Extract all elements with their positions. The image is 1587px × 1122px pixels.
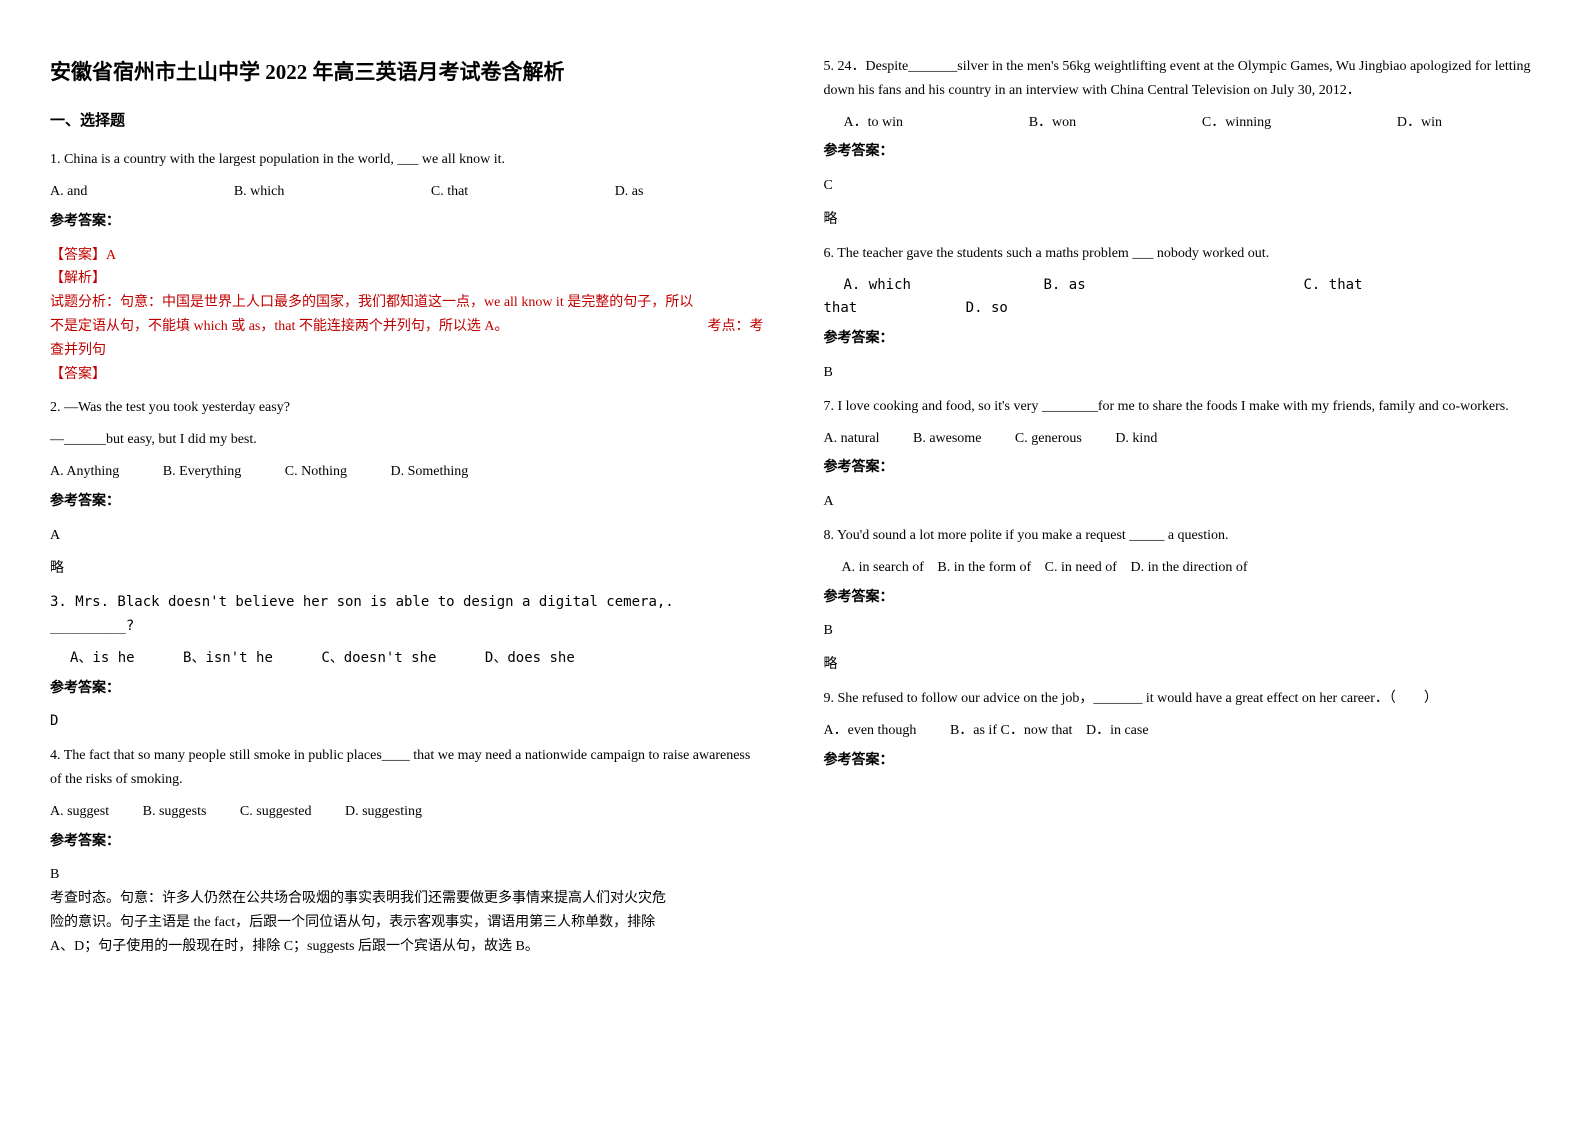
answer-label: 参考答案： [824,456,1543,480]
q8-opt-d: D. in the direction of [1130,556,1247,580]
q3-stem: 3. Mrs. Black doesn't believe her son is… [50,591,764,639]
question-7: 7. I love cooking and food, so it's very… [824,395,1543,514]
q3-opt-d: D、does she [485,650,575,666]
answer-label: 参考答案： [50,210,764,234]
q9-opt-c: C．now that [1001,719,1073,743]
q8-opt-b: B. in the form of [937,556,1031,580]
q1-exp-2a: 不是定语从句，不能填 which 或 as，that 不能连接两个并列句，所以选… [50,315,508,339]
q1-answer: 【答案】A [50,244,764,268]
q5-opt-a: A．to win [844,111,904,135]
q3-opt-c: C、doesn't she [321,650,436,666]
q1-stem: 1. China is a country with the largest p… [50,148,764,172]
q8-answer: B [824,619,1543,643]
q6-opt-b: B. as [1044,274,1304,298]
q4-opt-b: B. suggests [143,800,207,824]
q2-opt-a: A. Anything [50,460,119,484]
answer-label: 参考答案： [824,749,1543,773]
q5-opt-b: B．won [1029,111,1076,135]
q4-exp-2: 险的意识。句子主语是 the fact，后跟一个同位语从句，表示客观事实，谓语用… [50,911,764,935]
q1-exp-1: 试题分析：句意：中国是世界上人口最多的国家，我们都知道这一点，we all kn… [50,291,764,315]
q3-answer: D [50,710,764,734]
q2-opt-b: B. Everything [163,460,242,484]
q2-note: 略 [50,557,764,581]
question-4: 4. The fact that so many people still sm… [50,744,764,958]
q7-opt-d: D. kind [1115,427,1157,451]
q1-ans-end: 【答案】 [50,363,764,387]
q5-answer: C [824,174,1543,198]
q6-stem: 6. The teacher gave the students such a … [824,242,1543,266]
q1-exp-label: 【解析】 [50,267,764,291]
question-1: 1. China is a country with the largest p… [50,148,764,386]
q4-opt-c: C. suggested [240,800,312,824]
q2-opt-d: D. Something [391,460,469,484]
question-8: 8. You'd sound a lot more polite if you … [824,524,1543,677]
q2-line2: —______but easy, but I did my best. [50,428,764,452]
answer-label: 参考答案： [824,140,1543,164]
q6-opt-c2: that [824,300,858,316]
q9-stem: 9. She refused to follow our advice on t… [824,687,1543,711]
q4-exp-1: 考查时态。句意：许多人仍然在公共场合吸烟的事实表明我们还需要做更多事情来提高人们… [50,887,764,911]
question-6: 6. The teacher gave the students such a … [824,242,1543,385]
q5-stem: 5. 24．Despite_______silver in the men's … [824,55,1543,103]
q1-opt-b: B. which [234,180,285,204]
answer-label: 参考答案： [50,830,764,854]
q7-opt-a: A. natural [824,427,880,451]
q3-opt-a: A、is he [70,650,135,666]
q6-answer: B [824,361,1543,385]
q3-opt-b: B、isn't he [183,650,273,666]
answer-label: 参考答案： [50,677,764,701]
q9-opt-d: D．in case [1086,719,1149,743]
answer-label: 参考答案： [824,586,1543,610]
q2-answer: A [50,524,764,548]
q7-answer: A [824,490,1543,514]
q8-opt-a: A. in search of [842,556,924,580]
q8-stem: 8. You'd sound a lot more polite if you … [824,524,1543,548]
q1-exp-2b: 考点：考 [708,315,764,339]
q9-opt-a: A．even though [824,719,917,743]
q2-opt-c: C. Nothing [285,460,347,484]
q5-note: 略 [824,208,1543,232]
q4-opt-d: D. suggesting [345,800,422,824]
main-title: 安徽省宿州市土山中学 2022 年高三英语月考试卷含解析 [50,55,764,91]
q1-opt-c: C. that [431,180,468,204]
q2-stem: 2. —Was the test you took yesterday easy… [50,396,764,420]
q8-note: 略 [824,653,1543,677]
q6-opt-a: A. which [844,274,1044,298]
q4-stem: 4. The fact that so many people still sm… [50,744,764,792]
q6-opt-d: D. so [966,300,1008,316]
q9-opt-b: B．as if [950,719,997,743]
question-3: 3. Mrs. Black doesn't believe her son is… [50,591,764,734]
q5-opt-c: C．winning [1202,111,1271,135]
question-9: 9. She refused to follow our advice on t… [824,687,1543,772]
question-2: 2. —Was the test you took yesterday easy… [50,396,764,581]
q1-opt-a: A. and [50,180,87,204]
q4-opt-a: A. suggest [50,800,109,824]
q7-opt-b: B. awesome [913,427,981,451]
q4-answer: B [50,863,764,887]
q4-exp-3: A、D；句子使用的一般现在时，排除 C；suggests 后跟一个宾语从句，故选… [50,935,764,959]
q8-opt-c: C. in need of [1045,556,1117,580]
q1-opt-d: D. as [615,180,644,204]
q5-opt-d: D．win [1397,111,1442,135]
answer-label: 参考答案： [824,327,1543,351]
question-5: 5. 24．Despite_______silver in the men's … [824,55,1543,232]
q7-stem: 7. I love cooking and food, so it's very… [824,395,1543,419]
section-heading: 一、选择题 [50,109,764,135]
answer-label: 参考答案： [50,490,764,514]
q1-exp-3: 查并列句 [50,339,764,363]
q7-opt-c: C. generous [1015,427,1082,451]
q6-opt-c: C. that [1304,274,1363,298]
